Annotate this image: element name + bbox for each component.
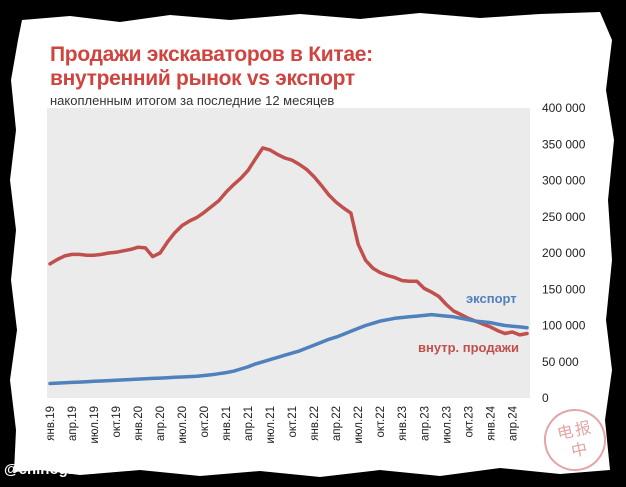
svg-text:报: 报: [573, 418, 593, 440]
legend-label-export: экспорт: [466, 291, 517, 306]
svg-text:中: 中: [569, 439, 589, 461]
y-tick-label: 0: [542, 391, 549, 405]
chart-title-line2: внутренний рынок vs экспорт: [50, 67, 355, 90]
y-tick-label: 250 000: [542, 210, 586, 224]
x-tick-label: июл.22: [353, 406, 365, 444]
x-tick-label: апр.23: [419, 406, 431, 441]
x-tick-label: июл.20: [177, 406, 189, 444]
x-tick-label: окт.21: [287, 406, 299, 438]
x-tick-label: июл.23: [441, 406, 453, 444]
x-tick-label: янв.21: [221, 406, 233, 441]
y-tick-label: 50 000: [542, 355, 579, 369]
chart-title-line1: Продажи экскаваторов в Китае:: [50, 43, 373, 66]
y-tick-label: 150 000: [542, 282, 586, 296]
svg-text:电: 电: [555, 421, 575, 443]
x-tick-label: апр.21: [243, 406, 255, 441]
x-tick-label: июл.19: [89, 406, 101, 444]
x-tick-label: апр.24: [507, 405, 519, 441]
x-tick-label: янв.24: [485, 405, 497, 440]
x-tick-label: апр.20: [155, 406, 167, 441]
series-line-domestic: [48, 146, 529, 337]
x-tick-label: янв.19: [45, 406, 57, 441]
chinese-stamp: 电 报 中: [544, 409, 606, 471]
y-tick-label: 400 000: [542, 101, 586, 115]
x-tick-label: июл.21: [265, 406, 277, 444]
y-tick-label: 350 000: [542, 137, 586, 151]
plot-area: [47, 108, 530, 398]
x-tick-label: янв.23: [397, 406, 409, 441]
x-tick-label: окт.20: [199, 406, 211, 438]
x-tick-label: окт.23: [463, 406, 475, 438]
watermark-handle: @chinogram: [4, 461, 96, 478]
y-tick-label: 100 000: [542, 319, 586, 333]
legend-label-domestic: внутр. продажи: [418, 340, 519, 355]
chart-subtitle: накопленным итогом за последние 12 месяц…: [50, 93, 335, 108]
y-tick-label: 300 000: [542, 174, 586, 188]
y-tick-label: 200 000: [542, 246, 586, 260]
x-tick-label: апр.19: [67, 406, 79, 441]
x-tick-label: окт.22: [375, 406, 387, 438]
x-tick-label: янв.22: [309, 406, 321, 441]
x-tick-label: янв.20: [133, 406, 145, 441]
series-line-export: [48, 312, 529, 386]
x-tick-label: окт.19: [111, 406, 123, 438]
x-tick-label: апр.22: [331, 406, 343, 441]
